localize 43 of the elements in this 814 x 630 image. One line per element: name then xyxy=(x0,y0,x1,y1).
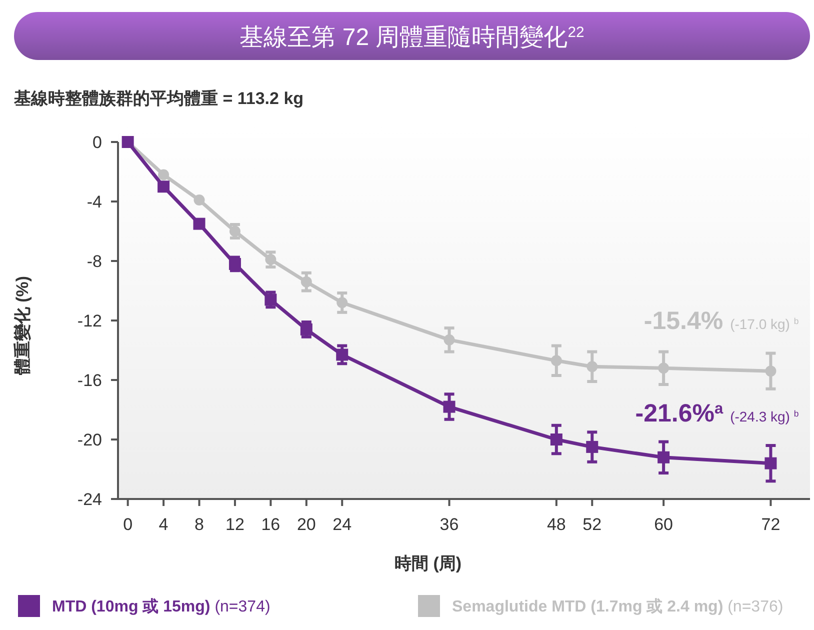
point xyxy=(586,440,598,453)
legend-label: Semaglutide MTD (1.7mg 或 2.4 mg) (n=376) xyxy=(452,598,784,616)
point xyxy=(158,169,170,180)
chart-subtitle: 基線時整體族群的平均體重 = 113.2 kg xyxy=(13,89,304,108)
annotation: -21.6%$^{a}$ (-24.3 kg) $^{b}$ xyxy=(635,399,799,428)
x-tick-label: 16 xyxy=(261,515,280,534)
x-tick-label: 0 xyxy=(123,515,133,534)
x-tick-label: 36 xyxy=(440,515,459,534)
point xyxy=(193,218,206,230)
x-tick-label: 60 xyxy=(654,515,674,534)
y-tick-label: -20 xyxy=(77,430,102,450)
point xyxy=(444,334,455,346)
point xyxy=(336,348,348,361)
chart-title: 基線至第 72 周體重隨時間變化$^{22}$ xyxy=(240,24,584,51)
x-tick-label: 24 xyxy=(332,515,352,534)
point xyxy=(658,362,670,374)
x-tick-label: 52 xyxy=(582,515,602,534)
x-axis-title: 時間 (周) xyxy=(394,554,462,573)
y-tick-label: 0 xyxy=(92,132,102,152)
legend-label: MTD (10mg 或 15mg) (n=374) xyxy=(52,598,270,616)
point xyxy=(550,355,562,366)
x-tick-label: 72 xyxy=(761,515,780,534)
point xyxy=(300,276,312,288)
point xyxy=(765,366,776,377)
x-tick-label: 48 xyxy=(546,515,566,534)
point xyxy=(586,361,598,372)
point xyxy=(336,297,348,308)
x-tick-label: 8 xyxy=(194,515,204,534)
y-tick-label: -16 xyxy=(77,370,102,390)
point xyxy=(194,194,205,206)
point xyxy=(658,451,670,464)
y-axis-title: 體重變化 (%) xyxy=(13,276,32,376)
y-tick-label: -24 xyxy=(77,490,102,509)
x-tick-label: 12 xyxy=(226,515,244,534)
point xyxy=(550,434,562,446)
y-tick-label: -4 xyxy=(86,192,102,212)
x-tick-label: 20 xyxy=(296,515,316,534)
point xyxy=(443,400,456,413)
x-tick-label: 4 xyxy=(158,515,168,534)
point xyxy=(158,180,170,193)
point xyxy=(764,457,777,470)
y-tick-label: -12 xyxy=(77,311,102,330)
y-tick-label: -8 xyxy=(86,252,102,271)
